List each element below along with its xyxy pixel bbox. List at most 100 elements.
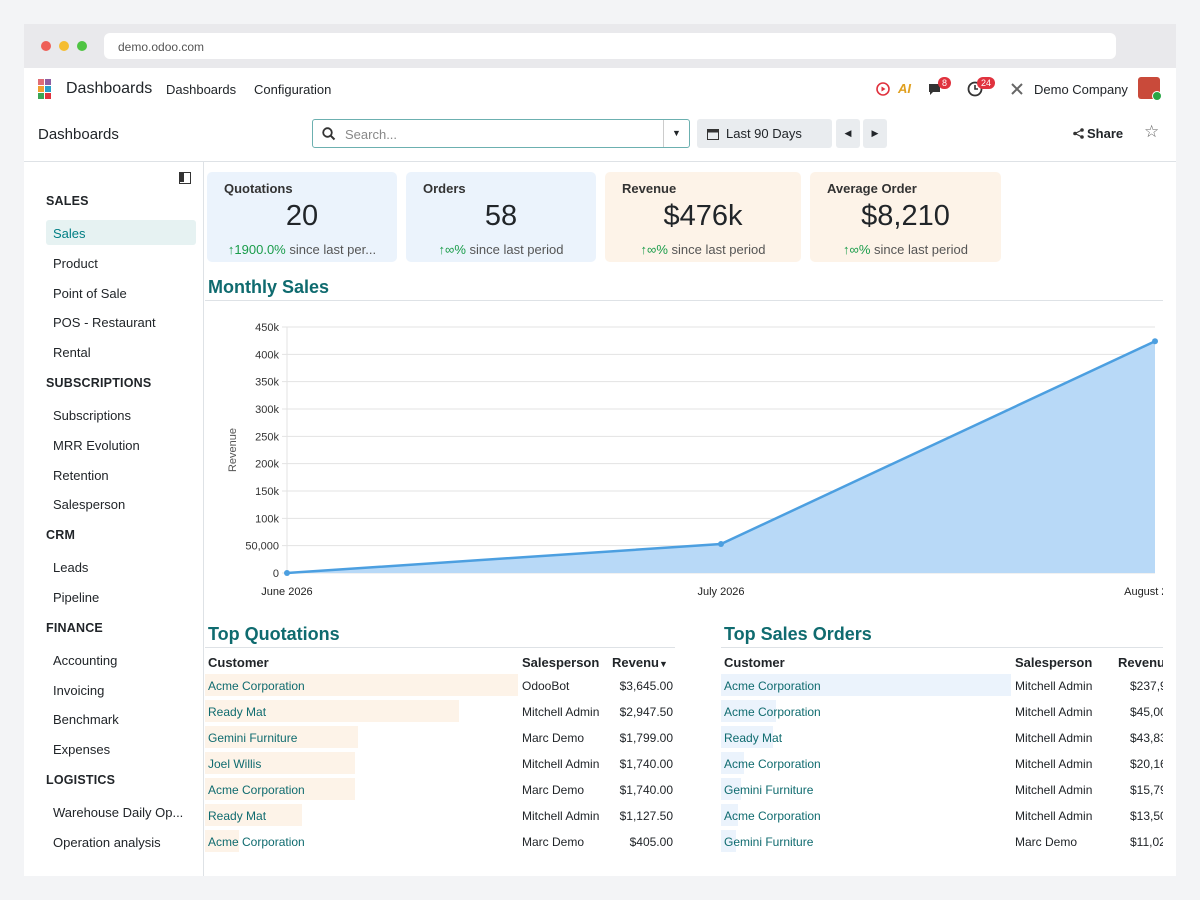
- customer-cell[interactable]: Acme Corporation: [724, 809, 821, 823]
- column-header-customer[interactable]: Customer: [208, 655, 269, 670]
- table-row[interactable]: Acme Corporation Mitchell Admin $237,96: [721, 672, 1163, 698]
- column-header-salesperson[interactable]: Salesperson: [1015, 655, 1093, 670]
- menu-dashboards[interactable]: Dashboards: [166, 82, 237, 97]
- customer-cell[interactable]: Ready Mat: [208, 705, 267, 719]
- favorite-star-icon[interactable]: ☆: [1144, 122, 1160, 141]
- kpi-title: Quotations: [224, 181, 293, 196]
- user-avatar[interactable]: [1138, 77, 1162, 101]
- search-bar[interactable]: Search... ▼: [312, 119, 690, 148]
- sidebar-item[interactable]: Operation analysis: [53, 834, 161, 850]
- debug-tools-icon[interactable]: [1010, 82, 1024, 96]
- revenue-cell: $20,16: [1130, 757, 1163, 771]
- sidebar-toggle-icon[interactable]: [179, 172, 191, 184]
- table-row[interactable]: Joel Willis Mitchell Admin $1,740.00: [205, 750, 673, 776]
- table-row[interactable]: Acme Corporation OdooBot $3,645.00: [205, 672, 673, 698]
- table-row[interactable]: Gemini Furniture Marc Demo $1,799.00: [205, 724, 673, 750]
- record-icon[interactable]: [876, 82, 890, 96]
- sidebar-item[interactable]: Accounting: [53, 652, 118, 668]
- table-row[interactable]: Gemini Furniture Mitchell Admin $15,79: [721, 776, 1163, 802]
- sidebar-section-title: LOGISTICS: [46, 773, 116, 787]
- sidebar-item[interactable]: MRR Evolution: [53, 437, 140, 453]
- kpi-title: Revenue: [622, 181, 677, 196]
- sidebar-item[interactable]: Benchmark: [53, 712, 119, 728]
- table-row[interactable]: Gemini Furniture Marc Demo $11,02: [721, 828, 1163, 854]
- kpi-delta-suffix: since last period: [671, 242, 766, 257]
- customer-cell[interactable]: Acme Corporation: [724, 679, 821, 693]
- customer-cell[interactable]: Gemini Furniture: [208, 731, 298, 745]
- sidebar-item[interactable]: Subscriptions: [53, 408, 132, 423]
- address-bar[interactable]: demo.odoo.com: [104, 33, 1116, 59]
- revenue-share-bar: [205, 700, 459, 722]
- table-row[interactable]: Ready Mat Mitchell Admin $1,127.50: [205, 802, 673, 828]
- sidebar-item[interactable]: Warehouse Daily Op...: [53, 805, 184, 820]
- table-row[interactable]: Acme Corporation Marc Demo $405.00: [205, 828, 673, 854]
- sidebar-section-title: FINANCE: [46, 620, 103, 635]
- search-input[interactable]: Search...: [345, 127, 398, 142]
- sidebar-item[interactable]: Salesperson: [53, 497, 126, 513]
- customer-cell[interactable]: Ready Mat: [724, 731, 783, 745]
- table-row[interactable]: Ready Mat Mitchell Admin $2,947.50: [205, 698, 673, 724]
- customer-cell[interactable]: Gemini Furniture: [724, 783, 814, 797]
- previous-period-button[interactable]: ◀: [836, 119, 860, 148]
- sidebar-item[interactable]: Product: [53, 255, 98, 271]
- activities-clock-icon[interactable]: [967, 81, 983, 97]
- table-row[interactable]: Acme Corporation Mitchell Admin $45,00: [721, 698, 1163, 724]
- y-tick-label: 400k: [255, 349, 279, 361]
- sidebar-item[interactable]: Invoicing: [53, 682, 105, 698]
- customer-cell[interactable]: Acme Corporation: [724, 757, 821, 771]
- next-period-button[interactable]: ▶: [863, 119, 887, 148]
- sidebar-item[interactable]: Sales: [46, 220, 196, 245]
- kpi-card-orders[interactable]: Orders 58 ↑∞% since last period: [406, 172, 596, 262]
- revenue-cell: $1,740.00: [619, 757, 673, 771]
- customer-cell[interactable]: Joel Willis: [208, 757, 262, 771]
- company-switcher[interactable]: Demo Company: [1034, 82, 1128, 97]
- table-row[interactable]: Acme Corporation Marc Demo $1,740.00: [205, 776, 673, 802]
- date-filter-button[interactable]: Last 90 Days: [697, 119, 832, 148]
- sidebar-item[interactable]: Leads: [53, 560, 89, 576]
- share-button[interactable]: Share: [1073, 126, 1123, 141]
- revenue-share-bar: [721, 830, 736, 852]
- monthly-sales-chart[interactable]: 0 50,000 100k 150k 200k 250k 300k 350k 400k 450k J…: [205, 302, 1163, 602]
- menu-configuration[interactable]: Configuration: [254, 82, 332, 97]
- y-tick-label: 50,000: [245, 541, 279, 553]
- sidebar-item[interactable]: POS - Restaurant: [53, 315, 156, 331]
- revenue-area: [287, 341, 1155, 573]
- maximize-window-icon[interactable]: [77, 41, 87, 51]
- browser-window: demo.odoo.com Dashboards Dashboards Conf…: [24, 24, 1176, 876]
- sidebar-item[interactable]: Expenses: [53, 742, 111, 758]
- customer-cell[interactable]: Acme Corporation: [724, 705, 821, 719]
- apps-menu-icon[interactable]: [38, 79, 58, 99]
- column-header-revenue[interactable]: Revenu▼: [612, 655, 668, 670]
- search-options-toggle[interactable]: ▼: [663, 120, 689, 147]
- customer-cell[interactable]: Gemini Furniture: [724, 835, 814, 849]
- sidebar-item[interactable]: Pipeline: [53, 590, 100, 605]
- minimize-window-icon[interactable]: [59, 41, 69, 51]
- app-title[interactable]: Dashboards: [66, 80, 153, 97]
- column-header-customer[interactable]: Customer: [724, 655, 785, 670]
- kpi-card-average-order[interactable]: Average Order $8,210 ↑∞% since last peri…: [810, 172, 1001, 262]
- table-row[interactable]: Acme Corporation Mitchell Admin $20,16: [721, 750, 1163, 776]
- table-row[interactable]: Acme Corporation Mitchell Admin $13,50: [721, 802, 1163, 828]
- sidebar-item[interactable]: Rental: [53, 345, 91, 361]
- kpi-card-revenue[interactable]: Revenue $476k ↑∞% since last period: [605, 172, 801, 262]
- customer-cell[interactable]: Acme Corporation: [208, 835, 305, 849]
- kpi-value: $476k: [663, 200, 743, 232]
- kpi-value: 58: [484, 200, 518, 232]
- revenue-share-bar: [205, 778, 355, 800]
- search-icon: [322, 127, 336, 141]
- revenue-share-bar: [721, 804, 738, 826]
- sidebar-item[interactable]: Retention: [53, 467, 109, 483]
- customer-cell[interactable]: Acme Corporation: [208, 679, 305, 693]
- kpi-card-quotations[interactable]: Quotations 20 ↑1900.0% since last per...: [207, 172, 397, 262]
- table-row[interactable]: Ready Mat Mitchell Admin $43,83: [721, 724, 1163, 750]
- column-header-revenue[interactable]: Revenu: [1118, 655, 1163, 670]
- messages-icon[interactable]: [927, 82, 944, 97]
- customer-cell[interactable]: Acme Corporation: [208, 783, 305, 797]
- ai-icon[interactable]: AI: [898, 81, 911, 96]
- x-tick-label: August 2026: [1124, 586, 1163, 598]
- customer-cell[interactable]: Ready Mat: [208, 809, 267, 823]
- dashboard-content: Quotations 20 ↑1900.0% since last per...…: [205, 162, 1163, 876]
- column-header-salesperson[interactable]: Salesperson: [522, 655, 600, 670]
- sidebar-item[interactable]: Point of Sale: [53, 285, 127, 301]
- close-window-icon[interactable]: [41, 41, 51, 51]
